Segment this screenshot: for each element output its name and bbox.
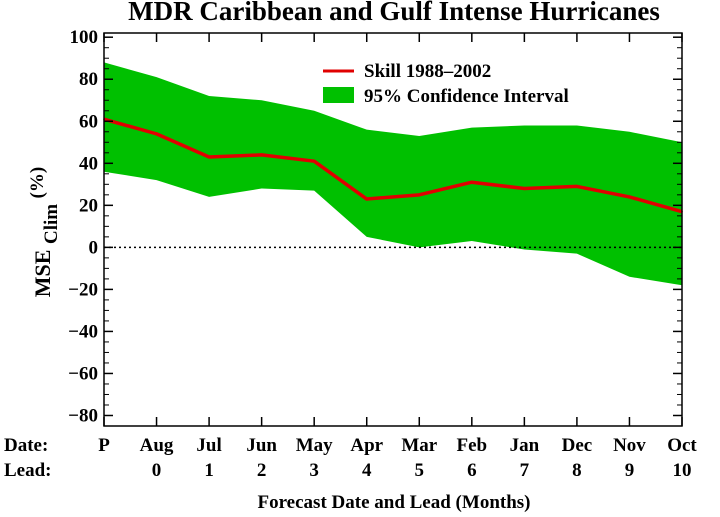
x-date-label: P xyxy=(98,435,110,456)
legend-band-label: 95% Confidence Interval xyxy=(364,86,569,107)
legend-line-label: Skill 1988–2002 xyxy=(364,61,491,82)
y-tick-label: −20 xyxy=(68,279,98,300)
y-tick-label: 80 xyxy=(79,69,98,90)
skill-point xyxy=(628,196,631,198)
x-lead-label: 7 xyxy=(520,460,530,481)
y-tick-label: 100 xyxy=(70,27,99,48)
y-tick-label: 0 xyxy=(89,237,99,258)
x-date-label: Oct xyxy=(667,435,697,456)
date-row-label: Date: xyxy=(4,435,48,456)
x-date-label: Jun xyxy=(246,435,277,456)
legend: Skill 1988–2002 95% Confidence Interval xyxy=(323,61,569,107)
x-date-label: Apr xyxy=(350,435,383,456)
x-lead-label: 4 xyxy=(362,460,372,481)
y-tick-label: 60 xyxy=(79,111,98,132)
x-date-label: Aug xyxy=(140,435,174,456)
y-tick-label: −40 xyxy=(68,321,98,342)
x-axis-title: Forecast Date and Lead (Months) xyxy=(257,492,530,513)
plot-area: −80 −60 −40 −20 0 20 40 60 80 100 P Aug 0 Jul 1 Jun 2 Ma… xyxy=(68,27,697,481)
x-lead-label: 0 xyxy=(152,460,162,481)
svg-text:MSE Clim (%): MSE Clim (%) xyxy=(27,167,62,297)
x-date-label: Nov xyxy=(613,435,646,456)
y-tick-label: 40 xyxy=(79,153,98,174)
legend-band-swatch xyxy=(323,87,354,103)
x-lead-label: 8 xyxy=(572,460,582,481)
y-axis-title: MSE Clim (%) xyxy=(27,167,62,297)
skill-point xyxy=(418,194,421,196)
skill-line-layer xyxy=(103,117,683,214)
confidence-band xyxy=(104,62,682,286)
x-lead-label: 5 xyxy=(415,460,425,481)
x-lead-label: 3 xyxy=(309,460,319,481)
chart-title: MDR Caribbean and Gulf Intense Hurricane… xyxy=(128,0,660,26)
x-lead-label: 10 xyxy=(673,460,692,481)
y-axis-title-main: MSE xyxy=(30,250,55,298)
skill-point xyxy=(523,187,526,190)
skill-point xyxy=(471,181,473,184)
skill-point xyxy=(576,185,578,188)
x-date-label: Feb xyxy=(457,435,488,456)
x-date-label: Dec xyxy=(562,435,593,456)
x-lead-label: 1 xyxy=(204,460,214,481)
x-lead-label: 9 xyxy=(625,460,635,481)
y-tick-label: −80 xyxy=(68,405,98,426)
plot-frame xyxy=(103,32,683,427)
y-axis-title-unit: (%) xyxy=(27,167,48,199)
x-axis: P Aug 0 Jul 1 Jun 2 May 3 Apr 4 Mar 5 Feb 6 Jan 7 Dec 8 Nov… xyxy=(98,33,697,481)
x-date-label: Jul xyxy=(196,435,221,456)
x-lead-label: 2 xyxy=(257,460,267,481)
skill-point xyxy=(365,198,368,200)
skill-point xyxy=(208,156,210,158)
x-date-label: Jan xyxy=(510,435,540,456)
y-tick-label: −60 xyxy=(68,363,98,384)
y-axis: −80 −60 −40 −20 0 20 40 60 80 100 xyxy=(68,27,682,427)
confidence-band-layer xyxy=(104,62,682,286)
y-tick-label: 20 xyxy=(79,195,98,216)
skill-point xyxy=(313,160,315,162)
y-axis-title-subscript: Clim xyxy=(41,204,62,244)
x-lead-label: 6 xyxy=(467,460,477,481)
skill-point xyxy=(155,133,158,135)
skill-line xyxy=(103,117,683,214)
skill-point xyxy=(260,154,263,156)
x-date-label: Mar xyxy=(401,435,437,456)
lead-row-label: Lead: xyxy=(4,460,52,481)
x-date-label: May xyxy=(296,435,333,456)
